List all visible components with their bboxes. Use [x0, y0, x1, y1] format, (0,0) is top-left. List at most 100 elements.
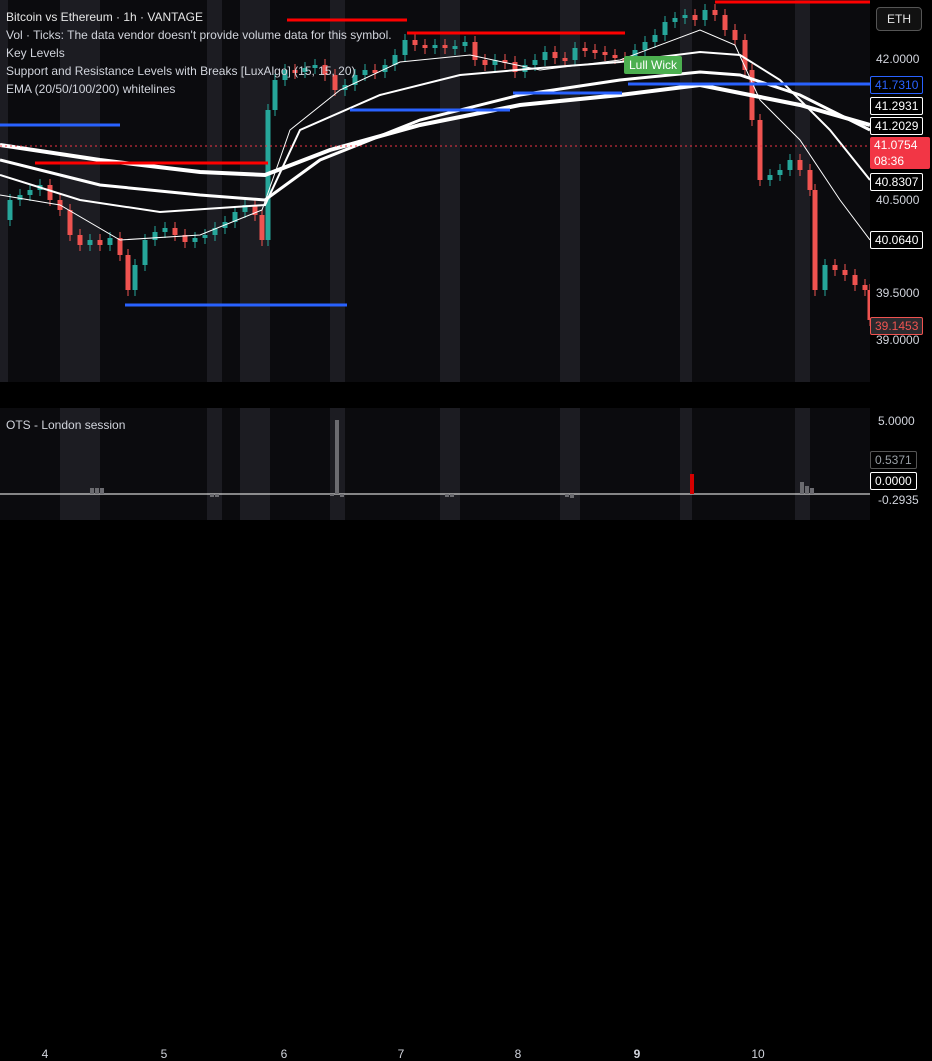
candle-body — [787, 160, 793, 170]
candle-body — [482, 60, 488, 65]
candle-body — [732, 30, 738, 40]
session-band — [240, 408, 270, 520]
candle-body — [512, 62, 518, 72]
sr-breaks-indicator-label[interactable]: Support and Resistance Levels with Break… — [6, 64, 356, 78]
candle-body — [272, 80, 278, 110]
candle-body — [602, 52, 608, 55]
candle-body — [372, 70, 378, 73]
candle-body — [242, 205, 248, 212]
bar-countdown: 08:36 — [874, 154, 905, 168]
candle-body — [152, 232, 158, 240]
candle-body — [7, 200, 13, 220]
time-tick: 10 — [751, 1047, 765, 1061]
candle-body — [842, 270, 848, 275]
oscillator-pane[interactable] — [0, 408, 870, 520]
candle-body — [692, 15, 698, 20]
candle-body — [642, 42, 648, 50]
key-levels-indicator-label[interactable]: Key Levels — [6, 46, 65, 60]
osc-bar — [215, 494, 219, 497]
candle-body — [502, 60, 508, 63]
candle-body — [552, 52, 558, 58]
candle-body — [182, 235, 188, 242]
session-band — [207, 408, 222, 520]
osc-bar — [800, 482, 804, 494]
candle-body — [757, 120, 763, 180]
time-tick: 4 — [41, 1047, 49, 1061]
candle-body — [422, 45, 428, 48]
candle-body — [632, 50, 638, 60]
support-level-tag: 41.7310 — [870, 76, 924, 94]
time-tick: 5 — [160, 1047, 168, 1061]
session-band — [560, 0, 580, 382]
price-chart[interactable] — [0, 0, 870, 382]
chart-legend: Bitcoin vs Ethereum · 1h · VANTAGE Vol ·… — [6, 8, 392, 98]
volume-indicator-label[interactable]: Vol · Ticks: The data vendor doesn't pro… — [6, 28, 392, 42]
candle-body — [192, 238, 198, 242]
ema-indicator-label[interactable]: EMA (20/50/100/200) whitelines — [6, 82, 176, 96]
candle-body — [17, 195, 23, 200]
osc-bar — [340, 494, 344, 497]
candle-body — [662, 22, 668, 35]
candle-body — [572, 48, 578, 60]
candle-body — [797, 160, 803, 170]
price-tick: 40.5000 — [876, 193, 920, 207]
candle-body — [392, 55, 398, 65]
candle-body — [132, 265, 138, 290]
candle-body — [162, 228, 168, 232]
osc-bar — [330, 494, 334, 496]
candle-body — [712, 10, 718, 15]
candle-body — [402, 40, 408, 55]
osc-bar — [570, 494, 574, 498]
candle-body — [862, 285, 868, 290]
candle-body — [322, 65, 328, 75]
candle-body — [172, 228, 178, 235]
candle-body — [232, 212, 238, 222]
osc-bar — [805, 486, 809, 494]
candle-body — [867, 290, 870, 320]
candle-body — [259, 215, 265, 240]
osc-bar — [565, 494, 569, 497]
symbol-button[interactable]: ETH — [876, 7, 922, 31]
time-tick: 9 — [633, 1047, 641, 1061]
candle-body — [442, 45, 448, 48]
session-band — [240, 0, 270, 382]
candle-body — [252, 205, 258, 215]
oscillator-title[interactable]: OTS - London session — [6, 418, 126, 432]
osc-bar — [445, 494, 449, 497]
osc-bar — [90, 488, 94, 494]
osc-bar — [450, 494, 454, 497]
session-band — [795, 0, 810, 382]
oscillator-chart[interactable] — [0, 408, 870, 520]
ema-tag: 41.2931 — [870, 97, 924, 115]
candle-body — [107, 238, 113, 245]
time-axis[interactable]: 4 5 6 7 8 9 10 — [0, 520, 870, 1061]
osc-bar — [810, 488, 814, 494]
main-chart-pane[interactable] — [0, 0, 870, 382]
candle-body — [532, 60, 538, 65]
osc-bar — [95, 488, 99, 494]
candle-body — [852, 275, 858, 285]
candle-body — [682, 15, 688, 18]
candle-body — [282, 70, 288, 80]
chart-title[interactable]: Bitcoin vs Ethereum · 1h · VANTAGE — [6, 10, 203, 24]
session-band — [440, 0, 460, 382]
candle-body — [352, 75, 358, 85]
ema-tag: 41.2029 — [870, 117, 924, 135]
candle-body — [472, 42, 478, 60]
osc-bar — [335, 420, 339, 494]
candle-body — [27, 190, 33, 195]
candle-body — [117, 238, 123, 255]
candle-body — [302, 68, 308, 72]
candle-body — [582, 48, 588, 51]
candle-body — [292, 70, 298, 73]
candle-body — [612, 55, 618, 58]
candle-body — [652, 35, 658, 42]
candle-body — [87, 240, 93, 245]
candle-body — [822, 265, 828, 290]
ema-20-line — [0, 29, 870, 241]
session-band — [440, 408, 460, 520]
osc-value-tag: 0.5371 — [870, 451, 917, 469]
candle-body — [562, 58, 568, 61]
session-band — [207, 0, 222, 382]
time-tick: 6 — [280, 1047, 288, 1061]
